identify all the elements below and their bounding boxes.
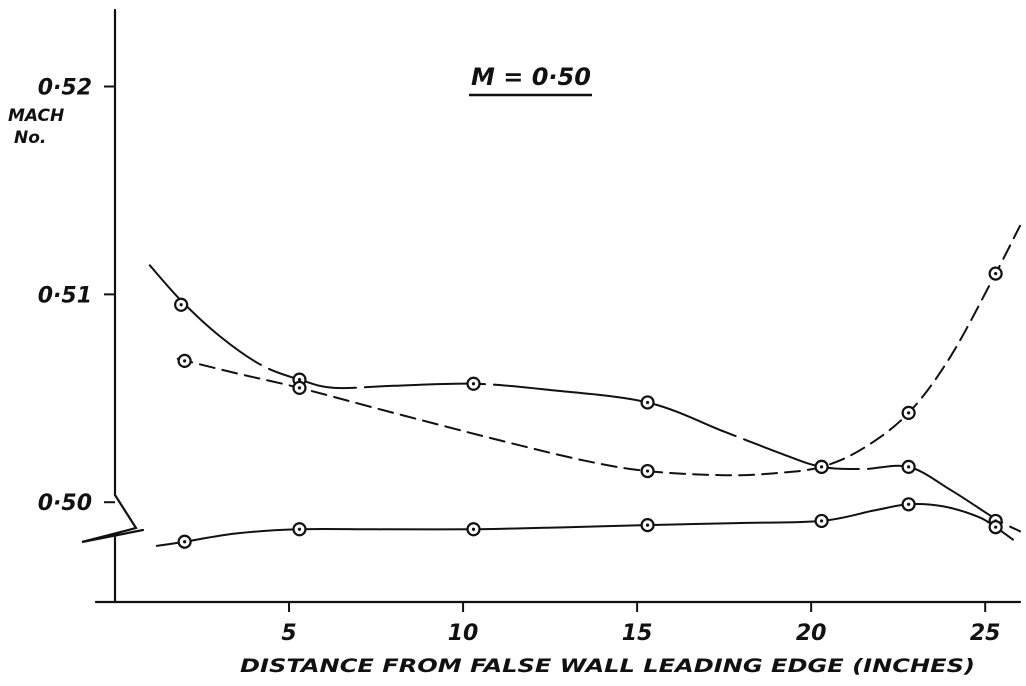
curves — [148, 224, 1021, 547]
y-axis-break — [81, 493, 145, 544]
series-3-point — [292, 522, 307, 537]
series-3-point — [988, 520, 1003, 535]
series-2-point — [640, 463, 655, 479]
series-1-point — [466, 376, 481, 391]
y-tick-label: 0·50 — [38, 491, 92, 516]
chart-title: M = 0·50 — [471, 63, 591, 91]
series-3-point — [640, 517, 655, 533]
y-axis-title-line2: No. — [14, 128, 46, 148]
series-2-point — [901, 405, 916, 420]
y-axis-title-line1: MACH — [8, 106, 64, 126]
series-2-line — [176, 224, 1021, 477]
series-2-point — [988, 266, 1003, 281]
y-ticks: 0·50 0·51 0·52 — [38, 76, 115, 516]
x-tick-label: 25 — [970, 621, 1001, 646]
series-3-point — [901, 497, 916, 512]
x-ticks: 5 10 15 20 25 — [281, 602, 1001, 646]
series-1-line — [148, 264, 1021, 533]
y-tick-label: 0·52 — [38, 76, 92, 101]
series-3-line — [155, 503, 1014, 547]
x-axis-title: DISTANCE FROM FALSE WALL LEADING EDGE (I… — [240, 655, 975, 677]
series-3-point — [177, 534, 192, 549]
series-1-point — [901, 459, 916, 474]
series-1-point — [174, 297, 189, 312]
series-3-point — [814, 513, 829, 529]
series-1-point — [640, 395, 655, 410]
data-points — [174, 266, 1003, 549]
x-tick-label: 15 — [622, 621, 653, 646]
series-3-point — [466, 522, 481, 537]
series-2-point — [177, 353, 192, 368]
series-2-point — [814, 459, 829, 474]
y-tick-label: 0·51 — [38, 283, 92, 308]
x-tick-label: 10 — [448, 621, 479, 646]
x-tick-label: 5 — [281, 621, 296, 646]
series-2-point — [292, 380, 307, 396]
x-tick-label: 20 — [796, 621, 827, 646]
